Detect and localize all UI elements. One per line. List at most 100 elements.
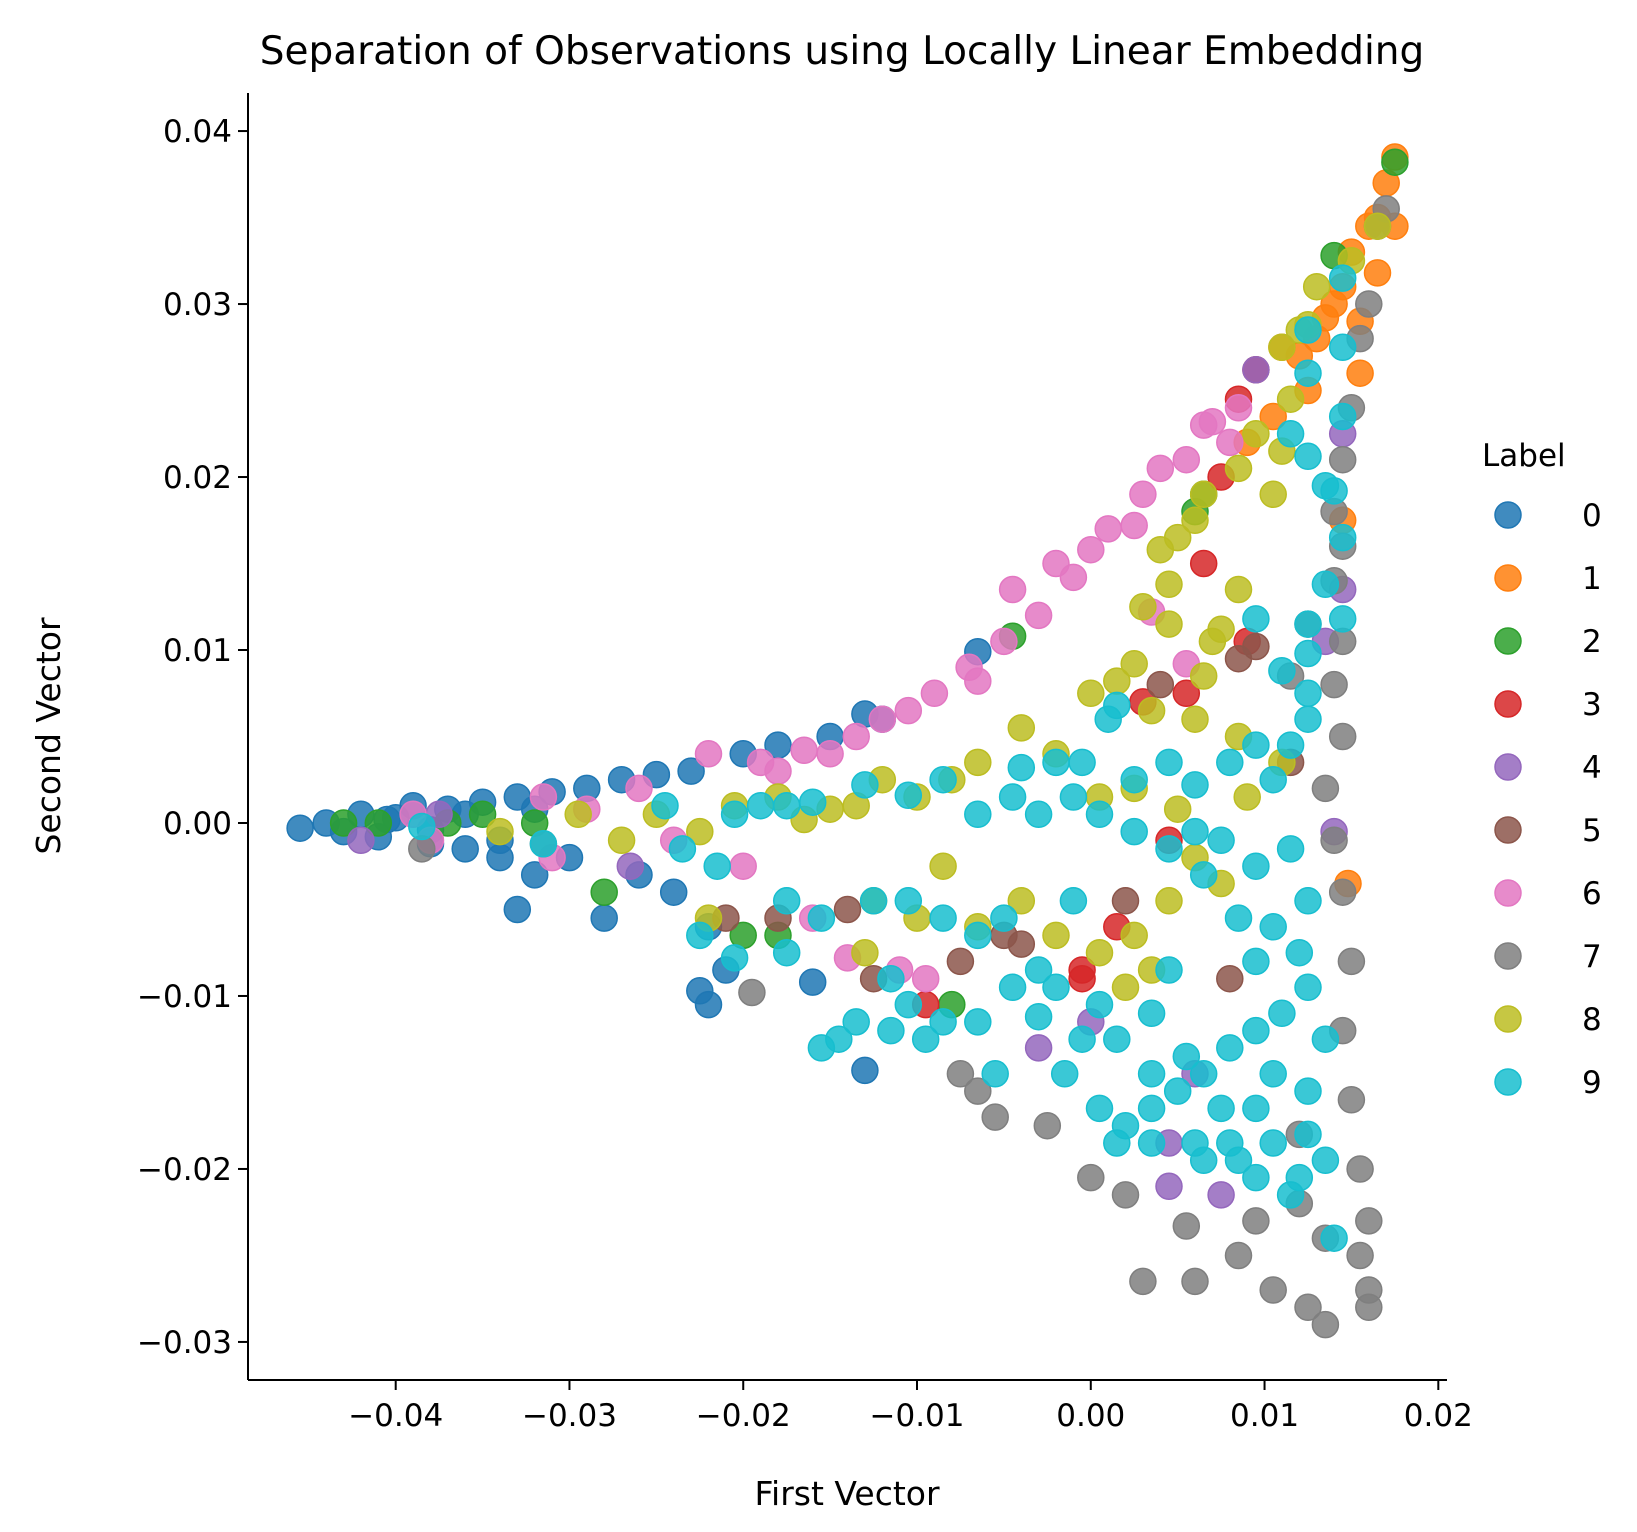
- data-point-label-9: [1242, 605, 1270, 633]
- legend-label: 8: [1582, 1002, 1602, 1038]
- data-point-label-6: [964, 667, 992, 695]
- y-tick-label: −0.01: [137, 979, 232, 1015]
- data-point-label-9: [807, 904, 836, 932]
- data-point-label-7: [1181, 1267, 1209, 1296]
- data-point-label-9: [1207, 1094, 1235, 1123]
- data-point-label-9: [1155, 956, 1183, 984]
- data-point-label-9: [981, 1060, 1009, 1088]
- data-point-label-9: [1294, 1077, 1322, 1105]
- data-point-label-8: [1189, 480, 1218, 509]
- data-point-label-9: [894, 990, 923, 1019]
- data-point-label-9: [1328, 264, 1357, 292]
- data-point-label-6: [746, 748, 775, 777]
- data-point-label-8: [1224, 575, 1253, 604]
- data-point-label-7: [981, 1103, 1009, 1131]
- legend-items: 0 1 2 3 4 5 6 7 8 9: [1494, 498, 1602, 1101]
- data-point-label-9: [1320, 477, 1348, 505]
- data-point-label-9: [1155, 835, 1183, 863]
- legend-marker: [1494, 753, 1522, 781]
- legend-label: 2: [1582, 624, 1602, 660]
- data-point-label-9: [1268, 999, 1296, 1028]
- data-point-label-5: [1224, 644, 1253, 673]
- data-point-label-8: [1077, 679, 1105, 708]
- data-point-label-9: [1328, 402, 1357, 431]
- data-point-label-0: [451, 835, 479, 863]
- x-tick-label: 0.02: [1404, 1398, 1473, 1434]
- y-ticks: −0.03 −0.02 −0.01 0.00 0.01 0.02 0.03 0.04: [137, 114, 248, 1361]
- data-point-label-9: [1094, 705, 1122, 733]
- data-point-label-6: [1094, 515, 1122, 543]
- data-point-label-9: [1172, 1042, 1201, 1071]
- data-point-label-8: [851, 938, 879, 967]
- data-point-label-9: [1024, 956, 1053, 984]
- x-tick-label: −0.03: [522, 1398, 617, 1434]
- data-point-label-6: [694, 740, 723, 768]
- data-point-label-0: [851, 1056, 879, 1085]
- data-point-label-2: [590, 878, 618, 906]
- data-point-label-9: [408, 812, 436, 841]
- x-ticks: −0.04 −0.03 −0.02 −0.01 0.00 0.01 0.02: [348, 1380, 1473, 1434]
- legend-label: 7: [1582, 939, 1602, 975]
- data-point-label-7: [1242, 1207, 1270, 1235]
- data-point-label-0: [694, 990, 723, 1019]
- data-point-label-9: [1207, 826, 1235, 855]
- data-point-label-8: [1198, 627, 1227, 656]
- data-point-label-1: [1346, 359, 1374, 387]
- data-point-label-9: [877, 964, 905, 993]
- data-point-label-5: [1111, 887, 1140, 915]
- data-point-label-9: [990, 904, 1018, 932]
- data-point-label-7: [1337, 947, 1366, 976]
- data-point-label-8: [1233, 783, 1261, 811]
- data-point-label-6: [1129, 480, 1157, 509]
- data-point-label-8: [1259, 480, 1287, 509]
- x-axis-title: First Vector: [754, 1474, 940, 1513]
- data-point-label-9: [929, 1008, 957, 1036]
- data-point-label-9: [1189, 1146, 1218, 1175]
- data-point-label-7: [1355, 1207, 1383, 1235]
- y-tick-label: 0.00: [163, 806, 232, 842]
- data-point-label-7: [1355, 1293, 1383, 1322]
- data-point-label-6: [998, 575, 1027, 604]
- data-point-label-8: [1181, 506, 1209, 535]
- legend-label: 9: [1582, 1065, 1602, 1101]
- data-point-label-8: [1302, 272, 1331, 301]
- data-point-label-1: [1259, 402, 1287, 431]
- data-point-label-9: [964, 921, 992, 950]
- data-point-label-9: [529, 830, 558, 858]
- data-point-label-9: [894, 781, 923, 810]
- data-point-label-9: [1276, 835, 1305, 863]
- data-point-label-9: [1242, 852, 1270, 880]
- data-point-label-4: [1024, 1034, 1053, 1062]
- data-point-label-9: [1242, 1016, 1270, 1045]
- data-point-label-7: [1328, 445, 1357, 474]
- y-tick-label: −0.03: [137, 1325, 232, 1361]
- data-point-label-7: [1346, 1155, 1374, 1183]
- data-point-label-9: [798, 788, 827, 816]
- data-point-label-7: [1259, 1276, 1287, 1304]
- data-point-label-9: [1050, 1060, 1079, 1088]
- y-tick-label: −0.02: [137, 1152, 232, 1188]
- data-point-label-8: [1276, 385, 1305, 413]
- data-point-label-9: [1103, 1129, 1131, 1157]
- data-point-label-8: [1007, 714, 1036, 742]
- data-point-label-9: [1024, 800, 1053, 829]
- legend-label: 6: [1582, 876, 1602, 912]
- data-point-label-8: [1129, 593, 1157, 621]
- data-point-label-8: [686, 817, 714, 846]
- data-point-label-9: [1042, 973, 1070, 1002]
- points-layer: [286, 143, 1409, 1339]
- data-point-label-9: [1137, 1129, 1166, 1157]
- data-point-label-8: [1137, 696, 1166, 725]
- data-point-label-9: [1163, 1077, 1192, 1105]
- data-point-label-9: [1137, 1060, 1166, 1088]
- data-point-label-9: [703, 852, 731, 880]
- data-point-label-9: [1224, 904, 1253, 932]
- data-point-label-9: [1294, 887, 1322, 915]
- data-point-label-9: [1259, 1129, 1287, 1157]
- data-point-label-8: [1363, 212, 1392, 240]
- data-point-label-9: [911, 1025, 940, 1053]
- legend-label: 3: [1582, 687, 1602, 723]
- x-tick-label: −0.04: [348, 1398, 443, 1434]
- data-point-label-9: [1242, 731, 1270, 759]
